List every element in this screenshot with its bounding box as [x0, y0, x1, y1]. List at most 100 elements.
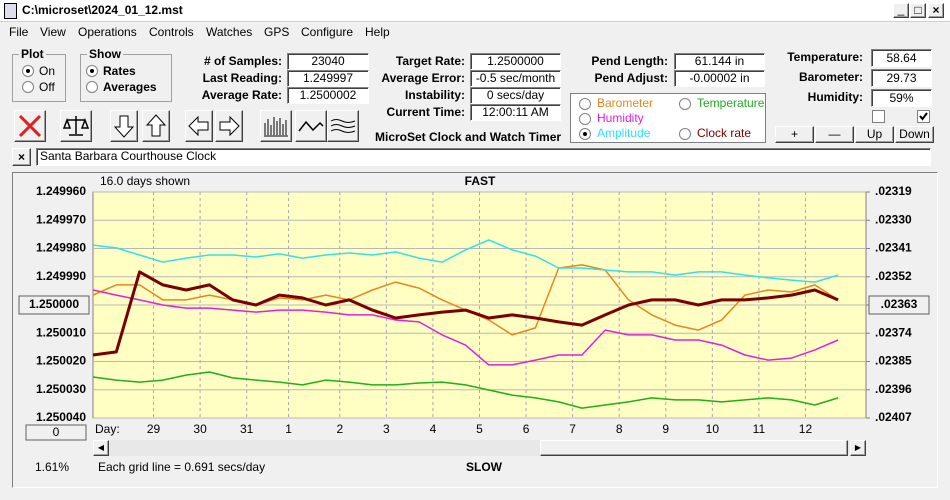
- menu-item[interactable]: Configure: [301, 25, 354, 39]
- field-value[interactable]: 0 secs/day: [470, 87, 561, 104]
- y-tick-label: 1.250040: [36, 410, 86, 424]
- field-label: # of Samples:: [203, 54, 282, 68]
- stop-button[interactable]: [14, 110, 46, 142]
- radio-label: Averages: [103, 80, 157, 94]
- radio-button[interactable]: [22, 81, 34, 93]
- menu-item[interactable]: Watches: [206, 25, 253, 39]
- checkbox[interactable]: [872, 110, 885, 123]
- y-tick-label: 1.250020: [36, 354, 86, 368]
- y2-tick-label: .02330: [875, 212, 912, 226]
- y-tick-label: 1.249970: [36, 212, 86, 226]
- field-label: Average Error:: [381, 71, 465, 85]
- control-button[interactable]: +: [775, 126, 814, 143]
- field-label: Target Rate:: [395, 54, 465, 68]
- scrollbar[interactable]: ◀ ▶: [93, 440, 866, 456]
- field-value[interactable]: -0.00002 in: [674, 70, 765, 87]
- menu-item[interactable]: Operations: [78, 25, 137, 39]
- radio-button[interactable]: [579, 113, 591, 125]
- radio-button[interactable]: [679, 128, 691, 140]
- y-tick-label: 1.249990: [36, 269, 86, 283]
- radio-button[interactable]: [679, 98, 691, 110]
- x-tick-label: 11: [753, 422, 766, 436]
- offset-button-label: 0: [53, 425, 60, 439]
- y-tick-label: 1.250030: [36, 382, 86, 396]
- y2-tick-label: .02385: [875, 354, 912, 368]
- up-button[interactable]: [142, 110, 170, 142]
- y2-tick-label: .02396: [875, 382, 912, 396]
- control-button[interactable]: Up: [855, 126, 894, 143]
- minimize-button[interactable]: _: [893, 3, 909, 18]
- scroll-thumb[interactable]: [540, 440, 848, 456]
- noise-button[interactable]: [327, 110, 359, 142]
- field-label: Pend Adjust:: [594, 71, 668, 85]
- radio-button[interactable]: [579, 98, 591, 110]
- app-title: MicroSet Clock and Watch Timer: [375, 130, 562, 144]
- y2-tick-label: .02407: [875, 410, 912, 424]
- checkbox[interactable]: [917, 110, 930, 123]
- radio-button[interactable]: [86, 65, 98, 77]
- x-tick-label: 4: [430, 422, 437, 436]
- x-tick-label: 7: [569, 422, 576, 436]
- clock-name-field[interactable]: Santa Barbara Courthouse Clock: [36, 148, 931, 166]
- field-value[interactable]: 61.144 in: [674, 53, 765, 70]
- menu-item[interactable]: Controls: [149, 25, 194, 39]
- field-value[interactable]: 1.2500002: [287, 87, 369, 104]
- x-tick-label: 12: [799, 422, 813, 436]
- field-value[interactable]: 58.64: [871, 49, 932, 67]
- maximize-button[interactable]: □: [910, 3, 926, 18]
- x-tick-label: 3: [383, 422, 390, 436]
- series-line: [92, 239, 839, 283]
- center-button: [18, 295, 90, 315]
- field-value[interactable]: 1.249997: [287, 70, 369, 87]
- x-tick-label: 9: [662, 422, 669, 436]
- x-tick-label: 10: [706, 422, 720, 436]
- x-tick-label: 8: [616, 422, 623, 436]
- center-button: [868, 295, 930, 315]
- clear-button[interactable]: ×: [12, 148, 31, 166]
- menu-item[interactable]: File: [9, 25, 29, 39]
- field-value[interactable]: 23040: [287, 53, 369, 70]
- field-value[interactable]: 1.2500000: [470, 53, 561, 70]
- field-label: Pend Length:: [591, 54, 668, 68]
- radio-button[interactable]: [22, 65, 34, 77]
- control-button[interactable]: Down: [895, 126, 934, 143]
- x-tick-label: 2: [336, 422, 343, 436]
- radio-button[interactable]: [579, 128, 591, 140]
- scroll-left[interactable]: ◀: [93, 440, 109, 456]
- field-label: Temperature:: [787, 50, 863, 64]
- group-caption: Plot: [19, 47, 46, 61]
- grid-note: Each grid line = 0.691 secs/day: [98, 460, 265, 474]
- span-label: 16.0 days shown: [100, 174, 190, 188]
- radio-button[interactable]: [86, 81, 98, 93]
- x-tick-label: 30: [193, 422, 207, 436]
- field-label: Instability:: [404, 88, 465, 102]
- wave-button[interactable]: [295, 110, 327, 142]
- field-value[interactable]: 59%: [871, 89, 932, 107]
- window-title: C:\microset\2024_01_12.mst: [22, 3, 183, 17]
- legend-label: Barometer: [597, 96, 654, 110]
- field-value[interactable]: 29.73: [871, 69, 932, 87]
- y-tick-label: 1.249980: [36, 241, 86, 255]
- menu-item[interactable]: GPS: [264, 25, 290, 39]
- right-button[interactable]: [215, 110, 243, 142]
- field-label: Last Reading:: [202, 71, 282, 85]
- offset-button: [25, 424, 87, 441]
- field-value[interactable]: 12:00:11 AM: [470, 104, 561, 121]
- field-value[interactable]: -0.5 sec/month: [470, 70, 561, 87]
- control-button[interactable]: —: [815, 126, 854, 143]
- left-button[interactable]: [185, 110, 213, 142]
- close-button[interactable]: ×: [928, 3, 944, 18]
- down-button[interactable]: [110, 110, 138, 142]
- series-line: [92, 270, 839, 357]
- menu-item[interactable]: View: [40, 25, 66, 39]
- chart-panel: [12, 172, 938, 488]
- balance-button[interactable]: [60, 110, 92, 142]
- legend-label: Clock rate: [697, 126, 752, 140]
- menu-item[interactable]: Help: [365, 25, 390, 39]
- legend-label: Amplitude: [597, 126, 651, 140]
- scroll-right[interactable]: ▶: [850, 440, 866, 456]
- bars-button[interactable]: [260, 110, 292, 142]
- series-line: [92, 289, 839, 366]
- plot-group: Plot: [12, 47, 66, 102]
